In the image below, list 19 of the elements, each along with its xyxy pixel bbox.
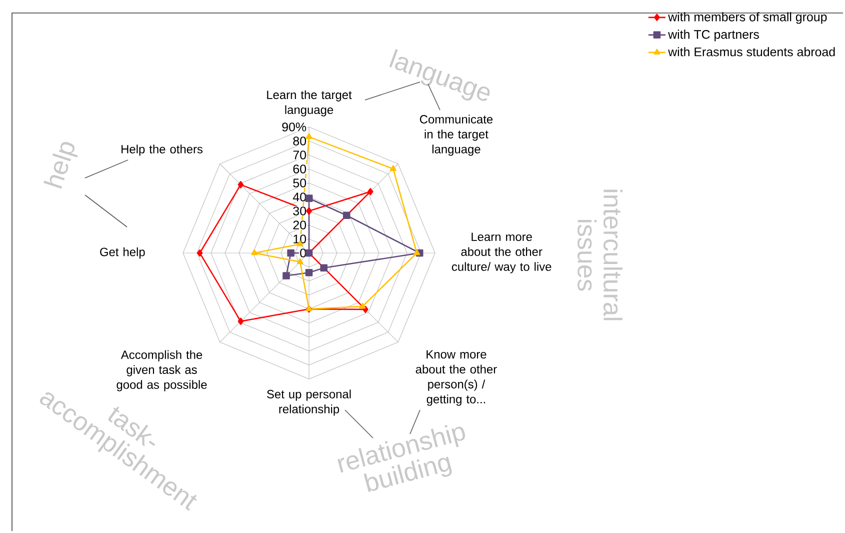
y-tick-label: 20 xyxy=(293,220,306,230)
y-tick-label: 80 xyxy=(293,136,306,146)
legend-label: with Erasmus students abroad xyxy=(668,47,835,56)
spoke-label: Know more about the other person(s) / getting to... xyxy=(416,350,497,406)
spoke-label: Learn the target language xyxy=(267,90,352,116)
y-tick-label: 70 xyxy=(293,150,306,160)
legend-label: with TC partners xyxy=(668,30,759,42)
y-tick-label: 30 xyxy=(293,206,306,216)
spoke-label: Set up personal relationship xyxy=(267,390,351,416)
spoke-label: Get help xyxy=(100,247,145,259)
y-tick-label: 50 xyxy=(293,178,306,188)
legend-label: with members of small group xyxy=(668,12,827,24)
y-tick-label: 10 xyxy=(294,234,306,244)
spoke-label: Learn more about the other culture/ way to live xyxy=(452,232,552,274)
y-tick-label: 90% xyxy=(282,122,306,132)
y-tick-label: 60 xyxy=(293,164,306,174)
spoke-label: Help the others xyxy=(122,144,203,156)
spoke-label: Communicate in the target language xyxy=(420,114,493,156)
spoke-label: Accomplish the given task as good as possible xyxy=(116,350,207,392)
